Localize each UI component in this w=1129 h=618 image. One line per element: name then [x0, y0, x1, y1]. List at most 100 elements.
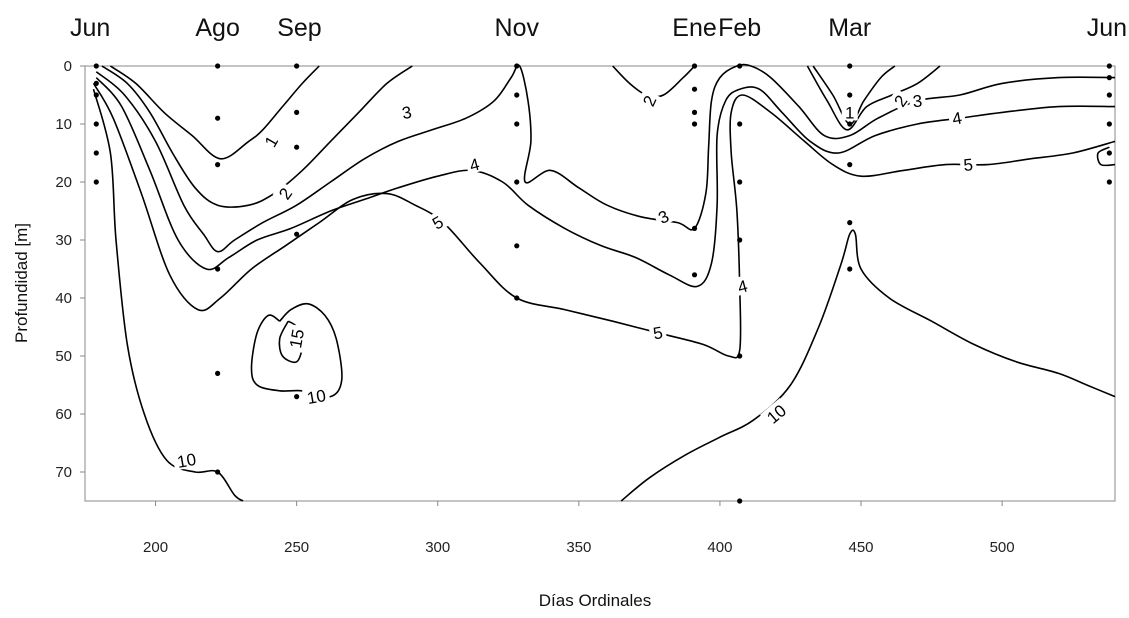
- sample-point: [1106, 150, 1112, 156]
- contour-label-3-0: 3: [400, 103, 413, 123]
- sample-point: [1106, 179, 1112, 185]
- y-tick-label: 30: [55, 232, 72, 249]
- contour-label-5-2: 5: [963, 155, 974, 175]
- x-axis: 200 250 300 350 400 450 500: [143, 501, 1015, 556]
- contour-label-bg: [425, 209, 449, 234]
- sample-point: [294, 144, 300, 150]
- sample-point: [93, 150, 99, 156]
- x-tick-label: 450: [849, 539, 874, 556]
- contour-label-4-1: 4: [736, 276, 750, 297]
- sample-point: [737, 63, 743, 69]
- sample-point: [215, 115, 221, 121]
- sample-point: [737, 121, 743, 127]
- y-tick-label: 70: [55, 464, 72, 481]
- sample-point: [294, 109, 300, 115]
- y-axis: 0 10 20 30 40 50 60 70: [55, 58, 85, 481]
- y-tick-label: 60: [55, 406, 72, 423]
- x-axis-title: Días Ordinales: [539, 591, 651, 610]
- contour-label-10-1: 10: [306, 386, 328, 408]
- x-tick-label: 400: [707, 539, 732, 556]
- sample-point: [93, 92, 99, 98]
- contour-line-2-1: [612, 65, 696, 98]
- sample-point: [691, 121, 698, 127]
- contour-label-bg: [172, 448, 201, 471]
- sample-point: [514, 295, 520, 301]
- contour-label-bg: [284, 324, 307, 353]
- contour-label-bg: [652, 204, 675, 228]
- sample-point: [847, 92, 853, 98]
- x-tick-label: 350: [566, 539, 591, 556]
- sample-point: [514, 63, 520, 69]
- contour-label-bg: [397, 101, 416, 122]
- contour-line-10-2: [620, 229, 1116, 502]
- contour-line-5-0: [92, 83, 1116, 359]
- sample-point: [1106, 92, 1112, 98]
- x-tick-label: 300: [425, 539, 450, 556]
- contour-label-bg: [272, 181, 297, 205]
- x-tick-label: 250: [284, 539, 309, 556]
- contour-label-4-2: 4: [951, 109, 964, 129]
- sample-point: [691, 272, 698, 278]
- month-label-mar-6: Mar: [828, 14, 871, 42]
- month-label-ago-1: Ago: [195, 14, 239, 42]
- sample-point: [93, 179, 99, 185]
- month-label-feb-5: Feb: [718, 14, 761, 42]
- contour-label-bg: [759, 397, 792, 429]
- contour-line-4-0: [95, 77, 1116, 288]
- contour-label-bg: [841, 102, 858, 121]
- sample-point: [514, 179, 520, 185]
- sample-point: [93, 121, 99, 127]
- contour-label-bg: [959, 153, 977, 174]
- sample-point: [691, 109, 698, 115]
- contour-label-10-2: 10: [763, 401, 790, 428]
- contour-line-10-0: [92, 88, 244, 502]
- sample-point: [93, 63, 99, 69]
- sample-point: [514, 92, 520, 98]
- contour-label-bg: [908, 90, 927, 110]
- sample-point: [1106, 121, 1112, 127]
- x-tick-label: 500: [990, 539, 1015, 556]
- sample-points: [93, 63, 1112, 504]
- sample-point: [691, 63, 698, 69]
- contour-label-15-0: 15: [286, 328, 308, 350]
- month-label-sep-2: Sep: [277, 14, 321, 42]
- sample-point: [847, 162, 853, 168]
- sample-point: [847, 121, 853, 127]
- sample-point: [294, 231, 300, 237]
- contour-lines: [92, 63, 1116, 502]
- sample-point: [1106, 75, 1112, 81]
- sample-point: [215, 162, 221, 168]
- contour-label-bg: [887, 88, 912, 112]
- sample-point: [691, 86, 698, 92]
- contour-label-bg: [648, 321, 668, 343]
- contour-label-1-1: 1: [845, 103, 854, 122]
- contour-line-2-0: [101, 65, 413, 208]
- sample-point: [215, 370, 221, 376]
- sample-point: [847, 63, 853, 69]
- month-label-nov-3: Nov: [495, 14, 540, 42]
- month-labels: Jun Ago Sep Nov Ene Feb Mar Jun: [70, 14, 1127, 42]
- y-tick-label: 0: [64, 58, 72, 75]
- sample-point: [737, 237, 743, 243]
- contour-label-bg: [732, 274, 753, 297]
- contour-line-1-0: [109, 65, 320, 160]
- plot-frame: [84, 65, 1116, 502]
- x-tick-label: 200: [143, 539, 168, 556]
- sample-point: [847, 266, 853, 272]
- contour-label-bg: [258, 129, 283, 153]
- contour-label-3-2: 3: [912, 91, 923, 111]
- sample-point: [847, 220, 853, 226]
- y-tick-label: 20: [55, 174, 72, 191]
- y-tick-label: 10: [55, 116, 72, 133]
- sample-point: [93, 80, 99, 86]
- sample-point: [215, 266, 221, 272]
- sample-point: [514, 243, 520, 249]
- contour-label-bg: [301, 384, 331, 407]
- sample-point: [737, 498, 743, 504]
- contour-label-5-1: 5: [652, 323, 665, 343]
- sample-point: [1106, 63, 1112, 69]
- y-tick-label: 50: [55, 348, 72, 365]
- month-label-ene-4: Ene: [672, 14, 716, 42]
